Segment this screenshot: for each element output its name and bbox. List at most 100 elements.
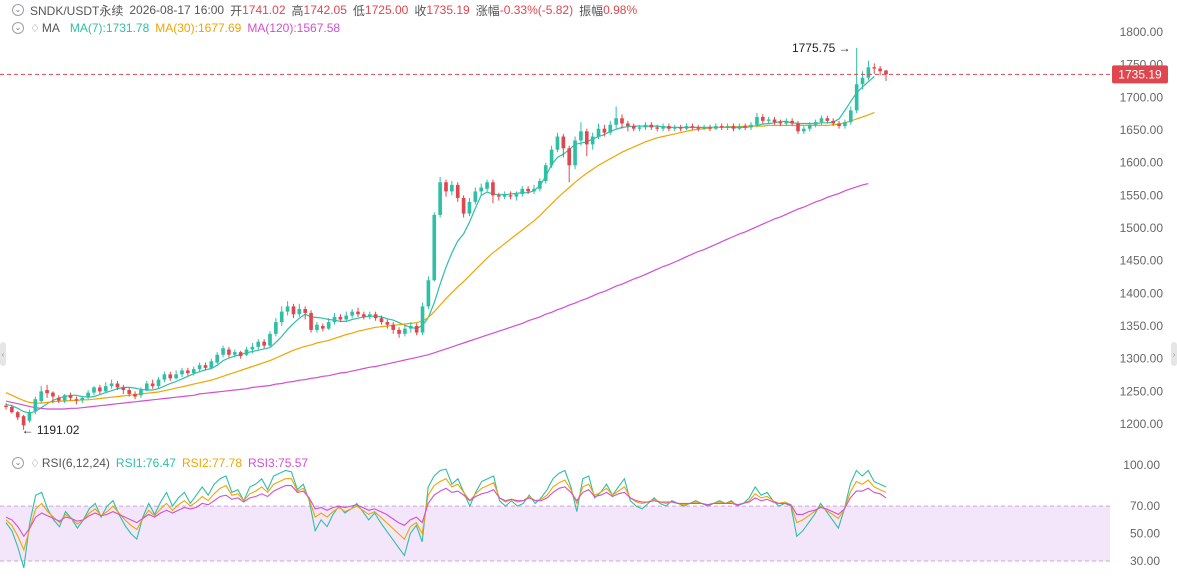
candle-body (56, 397, 61, 401)
candle-body (21, 416, 26, 426)
candle-body (203, 365, 208, 368)
candle-body (620, 118, 624, 124)
candle-body (326, 322, 331, 329)
candle-body (819, 118, 824, 123)
collapse-chevron-icon[interactable]: ⌄ (12, 457, 24, 469)
y-tick-label: 1700.00 (1120, 90, 1164, 104)
rsi-indicator-name[interactable]: RSI(6,12,24) (41, 456, 110, 470)
candle-body (227, 349, 231, 355)
candle-body (813, 122, 818, 125)
candle-body (51, 392, 55, 397)
candle-body (573, 140, 577, 166)
candle-body (543, 165, 548, 181)
ma30-value: MA(30):1677.69 (155, 21, 242, 35)
y-tick-label: 1450.00 (1120, 254, 1164, 268)
candle-body (362, 314, 366, 317)
ma-line-MA(120) (5, 183, 869, 410)
collapse-chevron-icon[interactable]: ⌄ (12, 22, 24, 34)
low-label: 低 (352, 3, 365, 18)
candle-body (232, 352, 237, 355)
candle-body (708, 127, 712, 129)
candle-body (473, 191, 478, 202)
rsi-line-RSI3 (5, 485, 887, 538)
candle-body (109, 383, 114, 387)
candle-body (162, 374, 167, 380)
rsi3-value: RSI3:75.57 (248, 456, 309, 470)
candle-body (27, 412, 32, 421)
y-tick-label: 1500.00 (1120, 221, 1164, 235)
candle-body (156, 379, 161, 387)
candle-body (696, 127, 701, 129)
candle-body (496, 195, 501, 197)
candle-body (514, 194, 519, 197)
candle-body (191, 369, 196, 374)
candle-body (831, 120, 836, 124)
candle-body (843, 122, 847, 127)
candle-body (608, 124, 613, 133)
candle-body (186, 370, 190, 374)
candle-body (549, 149, 554, 166)
candle-body (479, 187, 484, 192)
y-tick-label: 1300.00 (1120, 352, 1164, 366)
candle-body (338, 316, 343, 320)
candle-body (420, 306, 425, 333)
collapse-chevron-icon[interactable]: ⌄ (12, 4, 24, 16)
candle-body (802, 128, 806, 132)
candle-body (678, 127, 683, 129)
candle-body (215, 354, 220, 363)
candle-body (790, 120, 794, 124)
candle-body (98, 387, 102, 392)
candle-body (92, 387, 96, 393)
ma7-value: MA(7):1731.78 (69, 21, 150, 35)
high-value: 1742.05 (303, 3, 347, 17)
candle-body (68, 395, 73, 398)
candle-body (103, 386, 108, 392)
y-tick-label: 1650.00 (1120, 123, 1164, 137)
candle-body (303, 309, 308, 313)
candle-body (614, 118, 618, 125)
candle-body (485, 182, 489, 189)
candle-body (373, 314, 378, 319)
candle-body (139, 390, 143, 396)
candle-body (80, 397, 85, 401)
candle-body (367, 314, 372, 317)
candle-body (221, 348, 225, 355)
high-label: 高 (291, 3, 304, 18)
candle-body (755, 116, 759, 125)
candle-body (784, 120, 789, 124)
high-annotation: 1775.75 → (792, 41, 851, 55)
ma-legend: ⌄ ♢ MA MA(7):1731.78 MA(30):1677.69 MA(1… (0, 20, 340, 36)
candle-body (344, 315, 349, 320)
candle-body (144, 383, 149, 391)
candle-body (491, 182, 495, 196)
candle-body (532, 188, 536, 192)
candle-body (15, 412, 20, 418)
candle-body (403, 328, 407, 334)
candle-body (772, 119, 777, 123)
candle-body (438, 182, 442, 215)
candle-body (350, 311, 354, 316)
y-tick-label: 1600.00 (1120, 156, 1164, 170)
bell-icon[interactable]: ♢ (30, 457, 40, 470)
candle-body (320, 326, 325, 329)
ma-indicator-name[interactable]: MA (41, 21, 60, 35)
close-label: 收 (414, 3, 427, 18)
candle-body (590, 136, 595, 145)
candle-body (356, 311, 360, 315)
right-scroll-handle[interactable]: › (1171, 342, 1177, 366)
bell-icon[interactable]: ♢ (30, 22, 40, 35)
candle-body (584, 131, 589, 145)
info-bar: ⌄ SNDK/USDT永续 2026-08-17 16:00 开 1741.02… (0, 2, 637, 18)
rsi-band (0, 506, 1110, 561)
candle-body (45, 390, 49, 394)
left-scroll-handle[interactable]: ‹ (0, 342, 6, 366)
candle-body (379, 318, 384, 323)
y-tick-label: 1800.00 (1120, 25, 1164, 39)
low-value: 1725.00 (364, 3, 409, 17)
candle-body (174, 374, 178, 379)
candle-body (555, 136, 560, 150)
candle-body (520, 188, 525, 195)
last-price-text: 1735.19 (1118, 67, 1162, 81)
candle-body (637, 127, 642, 129)
